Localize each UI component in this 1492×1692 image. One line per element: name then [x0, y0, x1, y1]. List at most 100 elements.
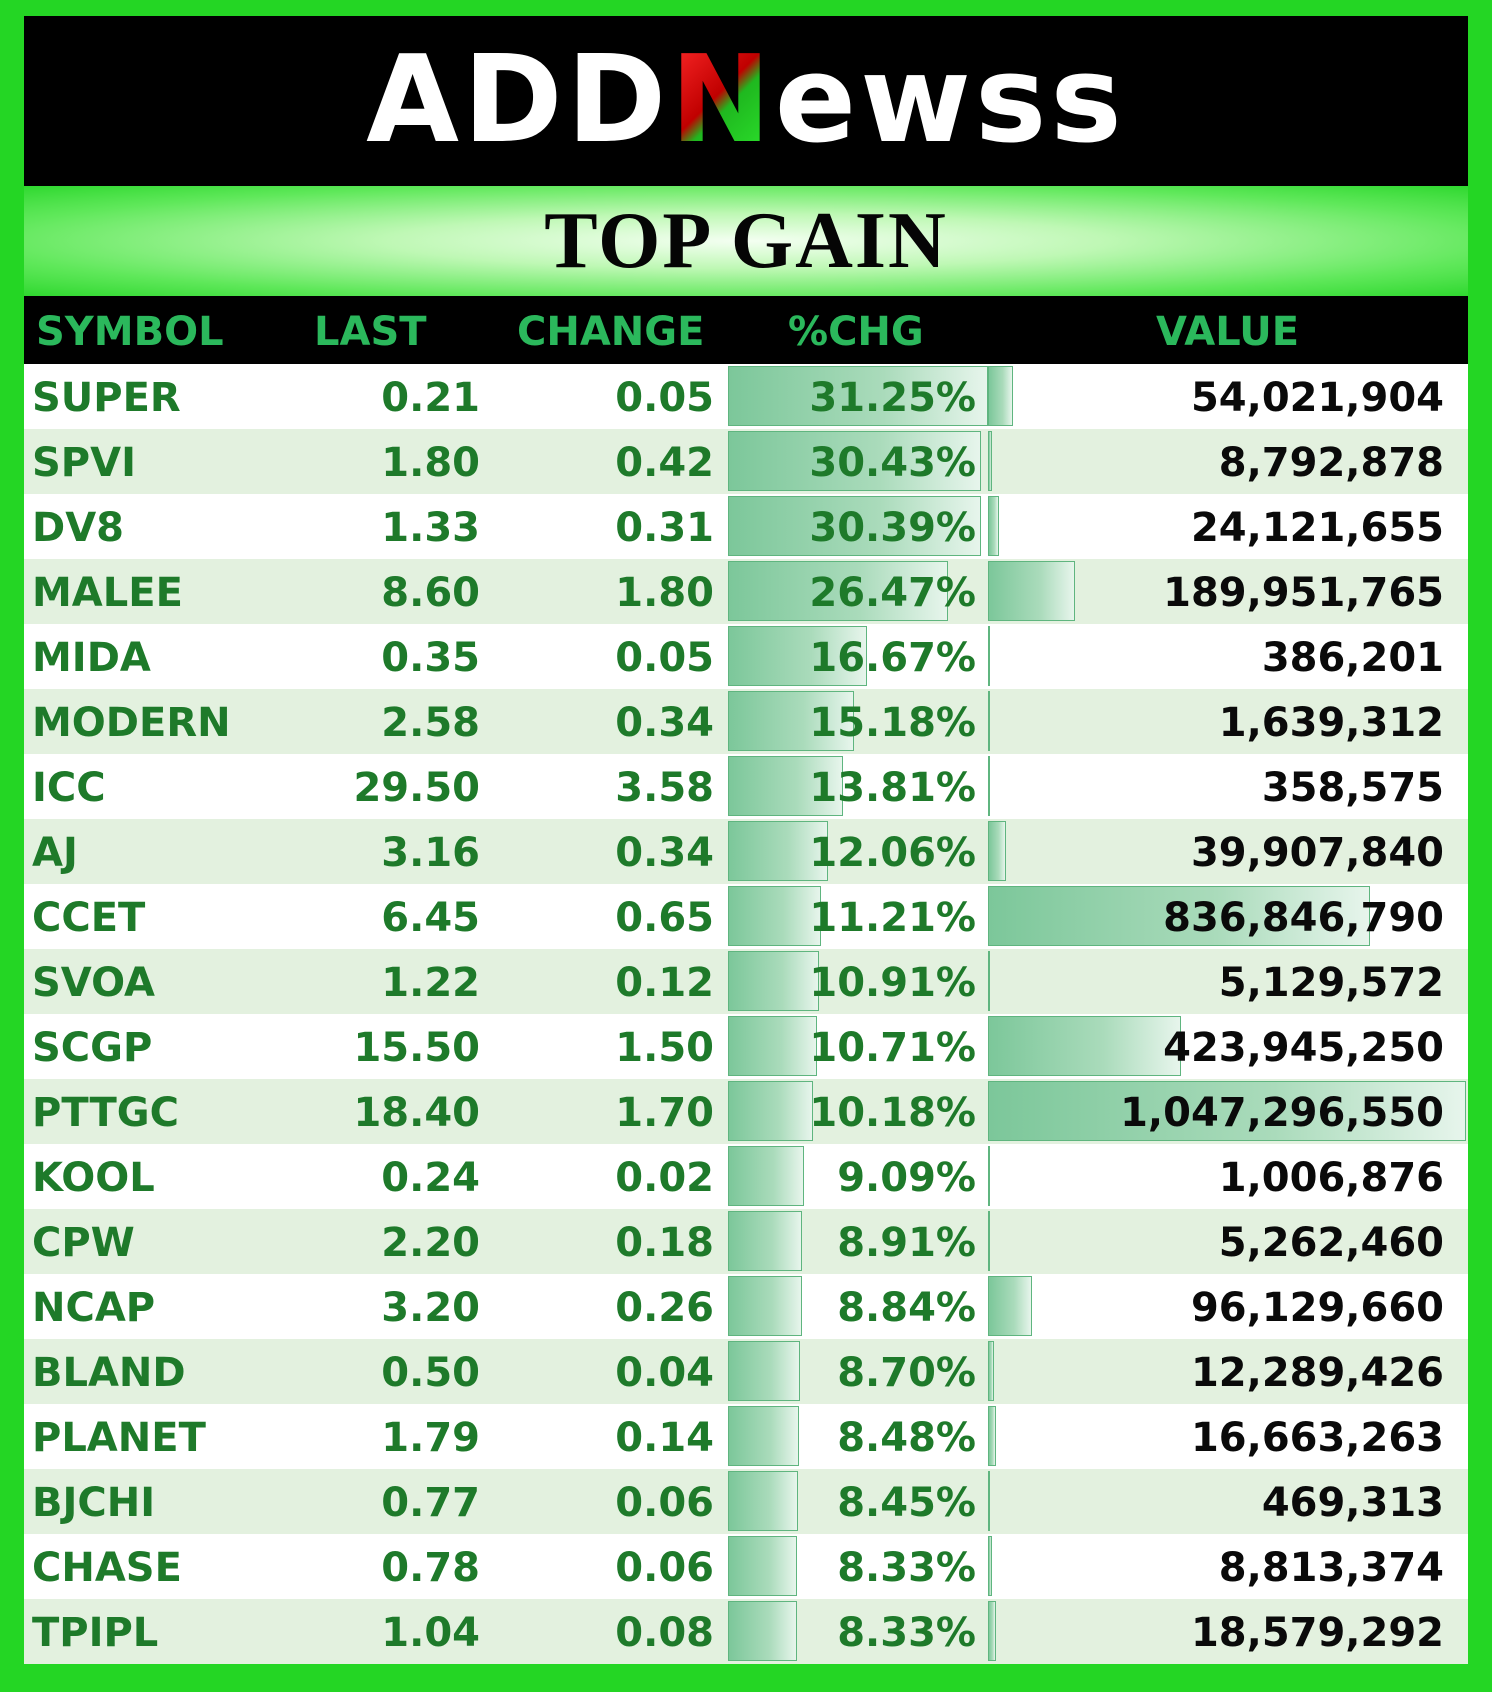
pct-cell: 13.81% [809, 765, 976, 811]
value-cell: 54,021,904 [1190, 375, 1444, 421]
logo-n: N [670, 31, 775, 170]
value-bar [988, 821, 1007, 881]
table-row: SUPER 0.21 0.05 31.25% 54,021,904 [24, 364, 1468, 429]
last-cell: 3.20 [381, 1285, 480, 1331]
change-cell: 0.08 [615, 1610, 714, 1656]
value-bar [988, 1406, 996, 1466]
pct-bar [728, 1211, 803, 1271]
change-cell: 0.06 [615, 1545, 714, 1591]
header-change: CHANGE [517, 309, 705, 355]
pct-cell: 8.70% [837, 1350, 976, 1396]
value-cell: 24,121,655 [1190, 505, 1444, 551]
last-cell: 15.50 [353, 1025, 480, 1071]
pct-bar [728, 1016, 818, 1076]
table-row: TPIPL 1.04 0.08 8.33% 18,579,292 [24, 1599, 1468, 1664]
value-bar [988, 1341, 994, 1401]
symbol-cell: MIDA [32, 635, 151, 681]
pct-cell: 8.48% [837, 1415, 976, 1461]
page-title: TOP GAIN [544, 196, 948, 285]
last-cell: 18.40 [353, 1090, 480, 1136]
value-bar [988, 1276, 1032, 1336]
symbol-cell: TPIPL [32, 1610, 159, 1656]
change-cell: 0.34 [615, 700, 714, 746]
change-cell: 0.02 [615, 1155, 714, 1201]
value-bar [988, 1081, 1466, 1141]
value-cell: 1,006,876 [1218, 1155, 1444, 1201]
pct-bar [728, 886, 822, 946]
logo-bar: ADDNewss [24, 16, 1468, 186]
value-cell: 469,313 [1261, 1480, 1444, 1526]
last-cell: 0.21 [381, 375, 480, 421]
symbol-cell: DV8 [32, 505, 124, 551]
last-cell: 29.50 [353, 765, 480, 811]
change-cell: 0.12 [615, 960, 714, 1006]
symbol-cell: BJCHI [32, 1480, 156, 1526]
change-cell: 0.65 [615, 895, 714, 941]
value-cell: 5,129,572 [1218, 960, 1444, 1006]
table-row: PLANET 1.79 0.14 8.48% 16,663,263 [24, 1404, 1468, 1469]
table-row: ICC 29.50 3.58 13.81% 358,575 [24, 754, 1468, 819]
pct-bar [728, 496, 981, 556]
table-row: KOOL 0.24 0.02 9.09% 1,006,876 [24, 1144, 1468, 1209]
symbol-cell: AJ [32, 830, 78, 876]
change-cell: 0.14 [615, 1415, 714, 1461]
value-bar [988, 1016, 1182, 1076]
pct-bar [728, 1341, 801, 1401]
header-pct: %CHG [788, 309, 924, 355]
pct-cell: 8.84% [837, 1285, 976, 1331]
value-bar [988, 561, 1075, 621]
change-cell: 1.50 [615, 1025, 714, 1071]
table-row: MALEE 8.60 1.80 26.47% 189,951,765 [24, 559, 1468, 624]
pct-cell: 16.67% [809, 635, 976, 681]
pct-bar [728, 1081, 813, 1141]
value-cell: 8,792,878 [1218, 440, 1444, 486]
pct-bar [728, 756, 843, 816]
symbol-cell: CHASE [32, 1545, 182, 1591]
pct-cell: 26.47% [809, 570, 976, 616]
change-cell: 0.04 [615, 1350, 714, 1396]
value-cell: 16,663,263 [1190, 1415, 1444, 1461]
value-cell: 8,813,374 [1218, 1545, 1444, 1591]
value-bar [988, 1536, 993, 1596]
value-cell: 1,639,312 [1218, 700, 1444, 746]
pct-cell: 10.71% [809, 1025, 976, 1071]
pct-bar [728, 366, 988, 426]
symbol-cell: PTTGC [32, 1090, 179, 1136]
pct-bar [728, 561, 949, 621]
table-row: SVOA 1.22 0.12 10.91% 5,129,572 [24, 949, 1468, 1014]
last-cell: 6.45 [381, 895, 480, 941]
title-band: TOP GAIN [24, 186, 1468, 296]
value-bar [988, 431, 992, 491]
value-cell: 39,907,840 [1190, 830, 1444, 876]
symbol-cell: CCET [32, 895, 146, 941]
pct-cell: 30.39% [809, 505, 976, 551]
last-cell: 8.60 [381, 570, 480, 616]
table-row: BLAND 0.50 0.04 8.70% 12,289,426 [24, 1339, 1468, 1404]
value-cell: 189,951,765 [1163, 570, 1444, 616]
table-header: SYMBOL LAST CHANGE %CHG VALUE [24, 296, 1468, 364]
last-cell: 2.58 [381, 700, 480, 746]
change-cell: 0.06 [615, 1480, 714, 1526]
symbol-cell: PLANET [32, 1415, 206, 1461]
change-cell: 0.05 [615, 635, 714, 681]
value-bar [988, 1211, 991, 1271]
table-row: SPVI 1.80 0.42 30.43% 8,792,878 [24, 429, 1468, 494]
value-bar [988, 691, 990, 751]
value-bar [988, 951, 991, 1011]
last-cell: 1.04 [381, 1610, 480, 1656]
change-cell: 0.42 [615, 440, 714, 486]
pct-bar [728, 1406, 799, 1466]
last-cell: 1.22 [381, 960, 480, 1006]
header-last: LAST [314, 309, 427, 355]
header-symbol: SYMBOL [36, 309, 224, 355]
last-cell: 1.33 [381, 505, 480, 551]
symbol-cell: SPVI [32, 440, 136, 486]
value-bar [988, 1146, 990, 1206]
pct-cell: 31.25% [809, 375, 976, 421]
symbol-cell: MALEE [32, 570, 183, 616]
addnewss-logo: ADDNewss [366, 41, 1126, 161]
change-cell: 0.05 [615, 375, 714, 421]
pct-bar [728, 1536, 798, 1596]
pct-bar [728, 1471, 799, 1531]
